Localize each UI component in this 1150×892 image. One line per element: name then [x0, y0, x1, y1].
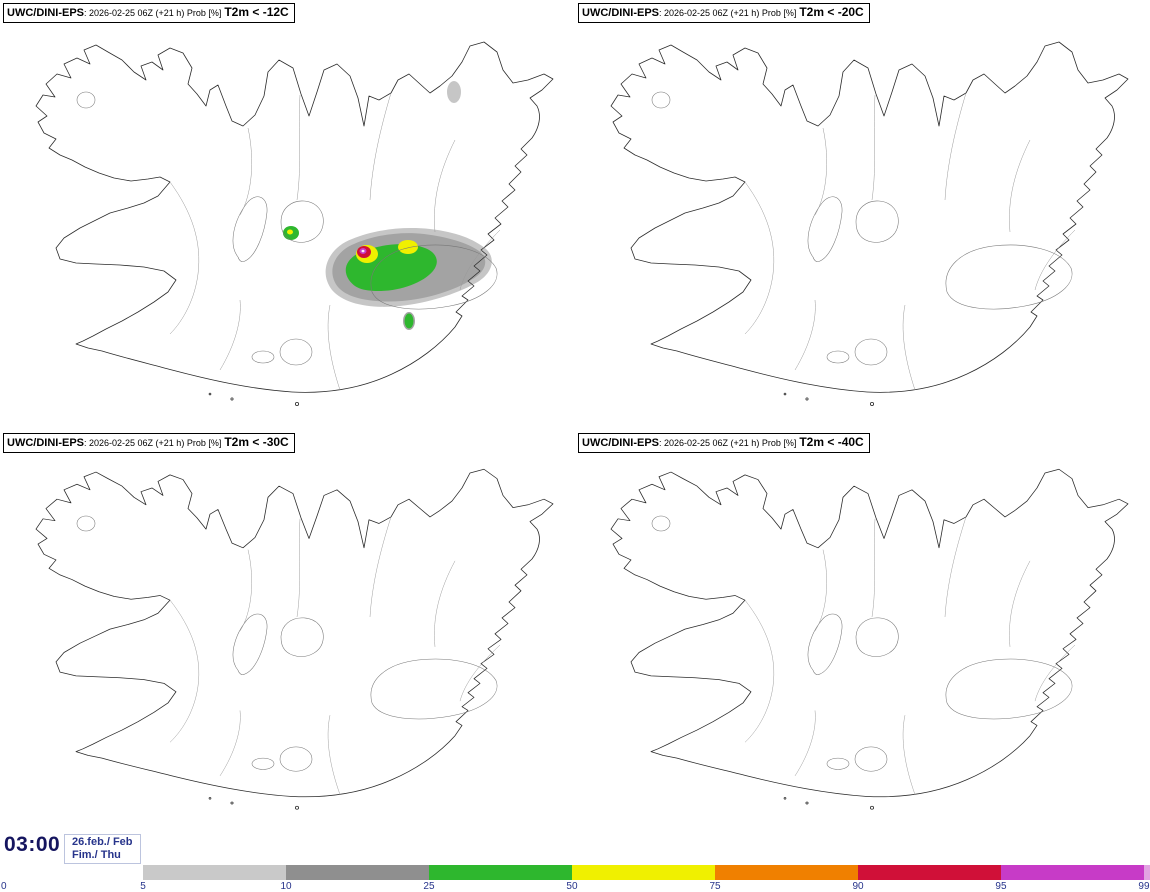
iceland-coastline [35, 41, 554, 407]
colorbar-tick: 0 [1, 881, 7, 892]
model-label: UWC/DINI-EPS [582, 437, 659, 449]
iceland-map [610, 468, 1129, 810]
run-label: : 2026-02-25 06Z (+21 h) Prob [%] [84, 8, 222, 18]
colorbar-segment [715, 865, 858, 880]
model-label: UWC/DINI-EPS [7, 437, 84, 449]
probability-colorbar [0, 865, 1150, 880]
map-panel-t2m-minus12: UWC/DINI-EPS: 2026-02-25 06Z (+21 h) Pro… [0, 0, 575, 430]
threshold-label: T2m < -40C [799, 435, 864, 449]
map-panel-t2m-minus30: UWC/DINI-EPS: 2026-02-25 06Z (+21 h) Pro… [0, 430, 575, 832]
colorbar-tick: 90 [852, 881, 864, 892]
threshold-label: T2m < -30C [224, 435, 289, 449]
run-label: : 2026-02-25 06Z (+21 h) Prob [%] [659, 8, 797, 18]
panel-header: UWC/DINI-EPS: 2026-02-25 06Z (+21 h) Pro… [3, 3, 295, 23]
run-label: : 2026-02-25 06Z (+21 h) Prob [%] [659, 438, 797, 448]
iceland-coastline [610, 468, 1129, 810]
valid-weekday: Fim./ Thu [72, 849, 121, 861]
iceland-map [610, 41, 1129, 407]
run-label: : 2026-02-25 06Z (+21 h) Prob [%] [84, 438, 222, 448]
colorbar-segment [286, 865, 429, 880]
colorbar-tick: 99 [1138, 881, 1150, 892]
iceland-coastline [35, 468, 554, 810]
iceland-map [35, 41, 554, 407]
threshold-label: T2m < -20C [799, 5, 864, 19]
colorbar-tick: 10 [280, 881, 292, 892]
colorbar-segment [429, 865, 572, 880]
colorbar-tick: 95 [995, 881, 1007, 892]
model-label: UWC/DINI-EPS [7, 7, 84, 19]
valid-time: 03:00 [4, 833, 61, 856]
model-label: UWC/DINI-EPS [582, 7, 659, 19]
colorbar-segment [0, 865, 143, 880]
map-grid: UWC/DINI-EPS: 2026-02-25 06Z (+21 h) Pro… [0, 0, 1150, 832]
panel-header: UWC/DINI-EPS: 2026-02-25 06Z (+21 h) Pro… [578, 433, 870, 453]
footer: 03:00 26.feb./ Feb Fim./ Thu 0 5 10 25 5… [0, 832, 1150, 892]
colorbar-segment [1001, 865, 1144, 880]
map-panel-t2m-minus40: UWC/DINI-EPS: 2026-02-25 06Z (+21 h) Pro… [575, 430, 1150, 832]
iceland-map [35, 468, 554, 810]
colorbar-tick: 75 [709, 881, 721, 892]
colorbar-tick: 25 [423, 881, 435, 892]
colorbar-tick: 5 [140, 881, 146, 892]
threshold-label: T2m < -12C [224, 5, 289, 19]
iceland-coastline [610, 41, 1129, 407]
valid-date-box: 26.feb./ Feb Fim./ Thu [64, 834, 141, 864]
probability-overlay [283, 81, 492, 330]
colorbar-segment [572, 865, 715, 880]
colorbar-segment [1144, 865, 1150, 880]
panel-header: UWC/DINI-EPS: 2026-02-25 06Z (+21 h) Pro… [3, 433, 295, 453]
colorbar-tick: 50 [566, 881, 578, 892]
colorbar-ticks: 0 5 10 25 50 75 90 95 99 [0, 881, 1150, 892]
valid-date: 26.feb./ Feb [72, 836, 133, 848]
panel-header: UWC/DINI-EPS: 2026-02-25 06Z (+21 h) Pro… [578, 3, 870, 23]
colorbar-segment [143, 865, 286, 880]
map-panel-t2m-minus20: UWC/DINI-EPS: 2026-02-25 06Z (+21 h) Pro… [575, 0, 1150, 430]
colorbar-segment [858, 865, 1001, 880]
